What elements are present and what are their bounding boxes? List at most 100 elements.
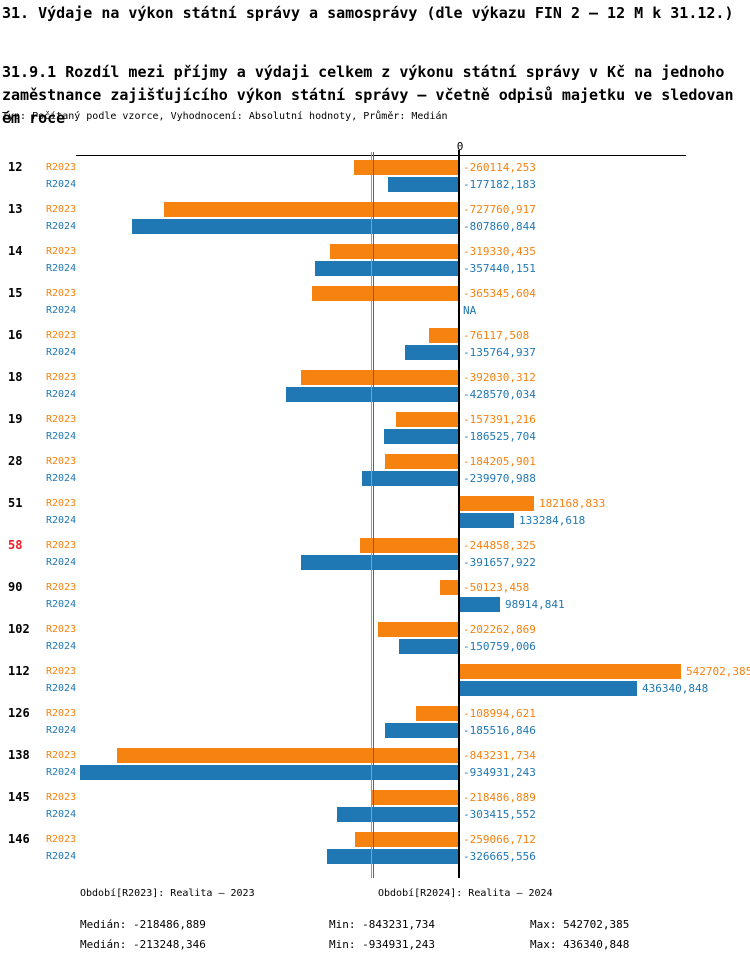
value-label-r2023-15: -365345,604: [463, 287, 536, 300]
bar-r2023-51[interactable]: [460, 496, 534, 511]
series-label-r2023-13: R2023: [46, 204, 77, 215]
series-label-r2023-12: R2023: [46, 162, 77, 173]
category-label-146: 146: [8, 832, 30, 846]
category-label-126: 126: [8, 706, 30, 720]
category-label-138: 138: [8, 748, 30, 762]
value-label-r2023-16: -76117,508: [463, 329, 530, 342]
bar-r2024-138[interactable]: [80, 765, 460, 780]
stat-median-r2023: Medián: -218486,889: [80, 918, 206, 931]
bar-r2023-13[interactable]: [164, 202, 460, 217]
category-label-102: 102: [8, 622, 30, 636]
bar-r2023-112[interactable]: [460, 664, 681, 679]
bar-r2024-146[interactable]: [327, 849, 460, 864]
series-label-r2024-13: R2024: [46, 221, 77, 232]
category-label-14: 14: [8, 244, 23, 258]
bar-r2023-90[interactable]: [440, 580, 460, 595]
series-label-r2023-19: R2023: [46, 414, 77, 425]
category-label-18: 18: [8, 370, 23, 384]
value-label-r2024-126: -185516,846: [463, 724, 536, 737]
value-label-r2023-18: -392030,312: [463, 371, 536, 384]
value-label-r2024-138: -934931,243: [463, 766, 536, 779]
series-label-r2024-90: R2024: [46, 599, 77, 610]
x-axis-line: [76, 155, 686, 156]
category-label-51: 51: [8, 496, 23, 510]
median-line-r2024: [373, 152, 374, 878]
category-label-112: 112: [8, 664, 30, 678]
value-label-r2023-28: -184205,901: [463, 455, 536, 468]
value-label-r2024-146: -326665,556: [463, 850, 536, 863]
bar-r2023-19[interactable]: [396, 412, 460, 427]
series-label-r2023-145: R2023: [46, 792, 77, 803]
value-label-r2023-138: -843231,734: [463, 749, 536, 762]
bar-r2023-102[interactable]: [378, 622, 460, 637]
value-label-r2023-51: 182168,833: [539, 497, 606, 510]
series-label-r2024-112: R2024: [46, 683, 77, 694]
value-label-r2023-126: -108994,621: [463, 707, 536, 720]
bar-r2023-18[interactable]: [301, 370, 460, 385]
value-label-r2024-15: NA: [463, 304, 477, 317]
category-label-15: 15: [8, 286, 23, 300]
bar-r2024-12[interactable]: [388, 177, 460, 192]
bar-r2023-145[interactable]: [371, 790, 460, 805]
bar-r2024-58[interactable]: [301, 555, 460, 570]
bar-r2023-58[interactable]: [360, 538, 460, 553]
value-label-r2023-14: -319330,435: [463, 245, 536, 258]
bar-r2023-15[interactable]: [312, 286, 460, 301]
value-label-r2024-145: -303415,552: [463, 808, 536, 821]
series-label-r2023-146: R2023: [46, 834, 77, 845]
value-label-r2024-58: -391657,922: [463, 556, 536, 569]
series-label-r2024-15: R2024: [46, 305, 77, 316]
bar-r2024-145[interactable]: [337, 807, 460, 822]
series-label-r2024-146: R2024: [46, 851, 77, 862]
category-label-16: 16: [8, 328, 23, 342]
value-label-r2024-12: -177182,183: [463, 178, 536, 191]
series-label-r2024-12: R2024: [46, 179, 77, 190]
stat-max-r2024: Max: 436340,848: [530, 938, 630, 951]
value-label-r2024-28: -239970,988: [463, 472, 536, 485]
value-label-r2023-146: -259066,712: [463, 833, 536, 846]
bar-r2024-90[interactable]: [460, 597, 500, 612]
bar-r2023-12[interactable]: [354, 160, 460, 175]
bar-r2024-16[interactable]: [405, 345, 460, 360]
legend-r2024: Období[R2024]: Realita – 2024: [378, 888, 553, 899]
bar-r2023-138[interactable]: [117, 748, 460, 763]
bar-r2024-126[interactable]: [385, 723, 460, 738]
bar-r2024-14[interactable]: [315, 261, 460, 276]
value-label-r2024-90: 98914,841: [505, 598, 565, 611]
series-label-r2024-126: R2024: [46, 725, 77, 736]
bar-r2023-126[interactable]: [416, 706, 460, 721]
bar-r2023-28[interactable]: [385, 454, 460, 469]
value-label-r2024-102: -150759,006: [463, 640, 536, 653]
legend-r2023: Období[R2023]: Realita – 2023: [80, 888, 255, 899]
value-label-r2024-14: -357440,151: [463, 262, 536, 275]
series-label-r2023-58: R2023: [46, 540, 77, 551]
bar-r2024-28[interactable]: [362, 471, 460, 486]
page-title: 31. Výdaje na výkon státní správy a samo…: [2, 4, 734, 22]
bar-r2023-146[interactable]: [355, 832, 460, 847]
bar-r2023-16[interactable]: [429, 328, 460, 343]
value-label-r2024-19: -186525,704: [463, 430, 536, 443]
bar-r2023-14[interactable]: [330, 244, 460, 259]
bar-r2024-19[interactable]: [384, 429, 460, 444]
bar-r2024-102[interactable]: [399, 639, 460, 654]
series-label-r2023-112: R2023: [46, 666, 77, 677]
series-label-r2023-14: R2023: [46, 246, 77, 257]
value-label-r2023-102: -202262,869: [463, 623, 536, 636]
value-label-r2024-112: 436340,848: [642, 682, 709, 695]
bar-r2024-51[interactable]: [460, 513, 514, 528]
zero-tick-label: 0: [456, 140, 464, 153]
series-label-r2023-28: R2023: [46, 456, 77, 467]
series-label-r2023-90: R2023: [46, 582, 77, 593]
value-label-r2023-12: -260114,253: [463, 161, 536, 174]
value-label-r2023-13: -727760,917: [463, 203, 536, 216]
chart-meta: Typ: Počítaný podle vzorce, Vyhodnocení:…: [2, 111, 448, 122]
category-label-90: 90: [8, 580, 23, 594]
category-label-13: 13: [8, 202, 23, 216]
series-label-r2024-18: R2024: [46, 389, 77, 400]
value-label-r2023-145: -218486,889: [463, 791, 536, 804]
bar-r2024-13[interactable]: [132, 219, 460, 234]
category-label-12: 12: [8, 160, 23, 174]
bar-r2024-112[interactable]: [460, 681, 637, 696]
series-label-r2023-16: R2023: [46, 330, 77, 341]
